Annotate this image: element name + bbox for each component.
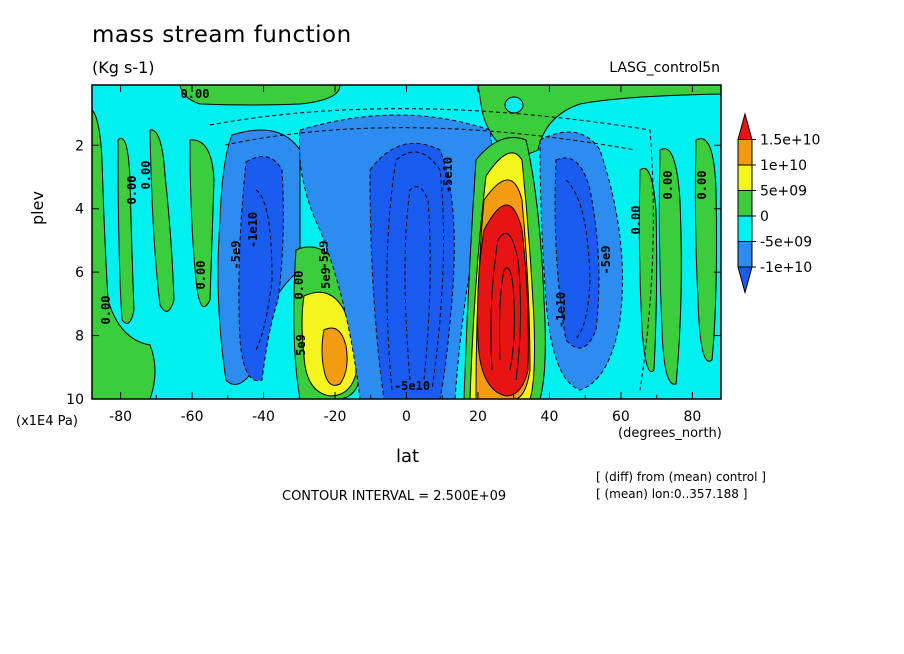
contour-label: -5e10 xyxy=(394,379,430,393)
contour-label: 0.00 xyxy=(695,171,709,200)
contour-label: 0.00 xyxy=(194,261,208,290)
contour-label: 0.00 xyxy=(139,161,153,190)
x-axis: -80 -60 -40 -20 0 20 40 60 80 xyxy=(109,85,701,425)
contour-interval: CONTOUR INTERVAL = 2.500E+09 xyxy=(282,489,507,504)
contour-outer-dashed xyxy=(209,108,654,391)
x-tick-label: -20 xyxy=(324,409,347,425)
colorbar-label: 0 xyxy=(760,209,769,225)
contour-label: 0.00 xyxy=(629,206,643,235)
contour-label: 0.00 xyxy=(292,271,306,300)
green-strip-north-2 xyxy=(658,148,682,385)
cell-south-pos-orange xyxy=(321,327,348,386)
colorbar-cap-bottom xyxy=(737,266,753,295)
colorbar-label: -1e+10 xyxy=(760,260,812,276)
x-tick-label: 60 xyxy=(612,409,630,425)
cyan-hole-top xyxy=(504,96,524,114)
colorbar-label: 5e+09 xyxy=(760,184,807,200)
colorbar-segment xyxy=(737,139,753,166)
y-tick-label: 10 xyxy=(66,392,84,408)
contour-red-2 xyxy=(499,267,515,371)
contour-label: -5e9 xyxy=(317,241,331,270)
cell-north-1e10 xyxy=(554,157,600,349)
contour-label: 0.00 xyxy=(125,176,139,205)
contour-red-1 xyxy=(490,232,522,381)
colorbar-label: -5e+09 xyxy=(760,235,812,251)
y-tick-label: 4 xyxy=(75,202,84,218)
contour-south-1 xyxy=(255,189,273,351)
y-tick-label: 6 xyxy=(75,265,84,281)
y-tick-label: 8 xyxy=(75,329,84,345)
green-strip-south-1 xyxy=(117,137,135,324)
cell-north-pos-red xyxy=(477,204,529,397)
x-axis-units: (degrees_north) xyxy=(618,426,722,441)
y-axis-units: (x1E4 Pa) xyxy=(16,414,78,429)
x-tick-label: -80 xyxy=(109,409,132,425)
cell-main-1e10 xyxy=(369,142,455,399)
green-tongue-north xyxy=(477,85,721,155)
contour-label: -5e9 xyxy=(229,241,243,270)
colorbar: 1.5e+10 1e+10 5e+09 0 -5e+09 -1e+10 xyxy=(737,112,820,295)
diff-note: [ (diff) from (mean) control ] xyxy=(596,470,766,484)
contour-labels: 0.000.000.000.000.000.000.00 0.000.00-5e9… xyxy=(99,87,709,393)
x-tick-label: 20 xyxy=(469,409,487,425)
colorbar-cap-top xyxy=(737,112,753,140)
green-strip-north-3 xyxy=(694,138,717,362)
y-tick-label: 2 xyxy=(75,138,84,154)
dataset-label: LASG_control5n xyxy=(609,60,720,76)
chart-units: (Kg s-1) xyxy=(92,58,155,77)
x-tick-label: -60 xyxy=(181,409,204,425)
contour-label: -5e10 xyxy=(441,157,455,193)
contour-mid-dashed xyxy=(224,127,636,151)
x-tick-label: 40 xyxy=(541,409,559,425)
contour-inner-2 xyxy=(404,186,431,381)
contour-label: -1e10 xyxy=(554,292,568,328)
mean-note: [ (mean) lon:0..357.188 ] xyxy=(596,487,748,501)
contour-label: 0.00 xyxy=(661,171,675,200)
colorbar-label: 1e+10 xyxy=(760,158,807,174)
green-strip-south-2 xyxy=(149,129,175,312)
contour-label: -5e9 xyxy=(599,246,613,275)
contour-label: 0.00 xyxy=(181,87,210,101)
contour-label: 0.00 xyxy=(99,296,113,325)
colorbar-segment xyxy=(737,190,753,217)
x-tick-label: 0 xyxy=(402,409,411,425)
green-band-top xyxy=(179,85,341,106)
x-tick-label: -40 xyxy=(252,409,275,425)
contour-label: 5e9 xyxy=(294,334,308,356)
green-strip-south-3 xyxy=(189,139,215,308)
contour-label: -1e10 xyxy=(246,212,260,248)
chart-title: mass stream function xyxy=(92,22,352,48)
green-strip-north-1 xyxy=(638,167,658,373)
x-axis-label: lat xyxy=(396,446,420,467)
contour-lines xyxy=(209,108,654,391)
contour-north-1 xyxy=(565,179,591,341)
colorbar-segment xyxy=(737,241,753,268)
contour-field xyxy=(92,85,721,399)
colorbar-segment xyxy=(737,215,753,242)
colorbar-segment xyxy=(737,164,753,191)
cell-south-1e10 xyxy=(238,156,284,382)
x-tick-label: 80 xyxy=(683,409,701,425)
y-axis: 2 4 6 8 10 xyxy=(66,138,721,408)
green-strip-far-south xyxy=(92,109,156,399)
colorbar-label: 1.5e+10 xyxy=(760,133,820,149)
contour-inner-1 xyxy=(386,151,445,391)
contour-label: 5e9 xyxy=(319,267,333,289)
